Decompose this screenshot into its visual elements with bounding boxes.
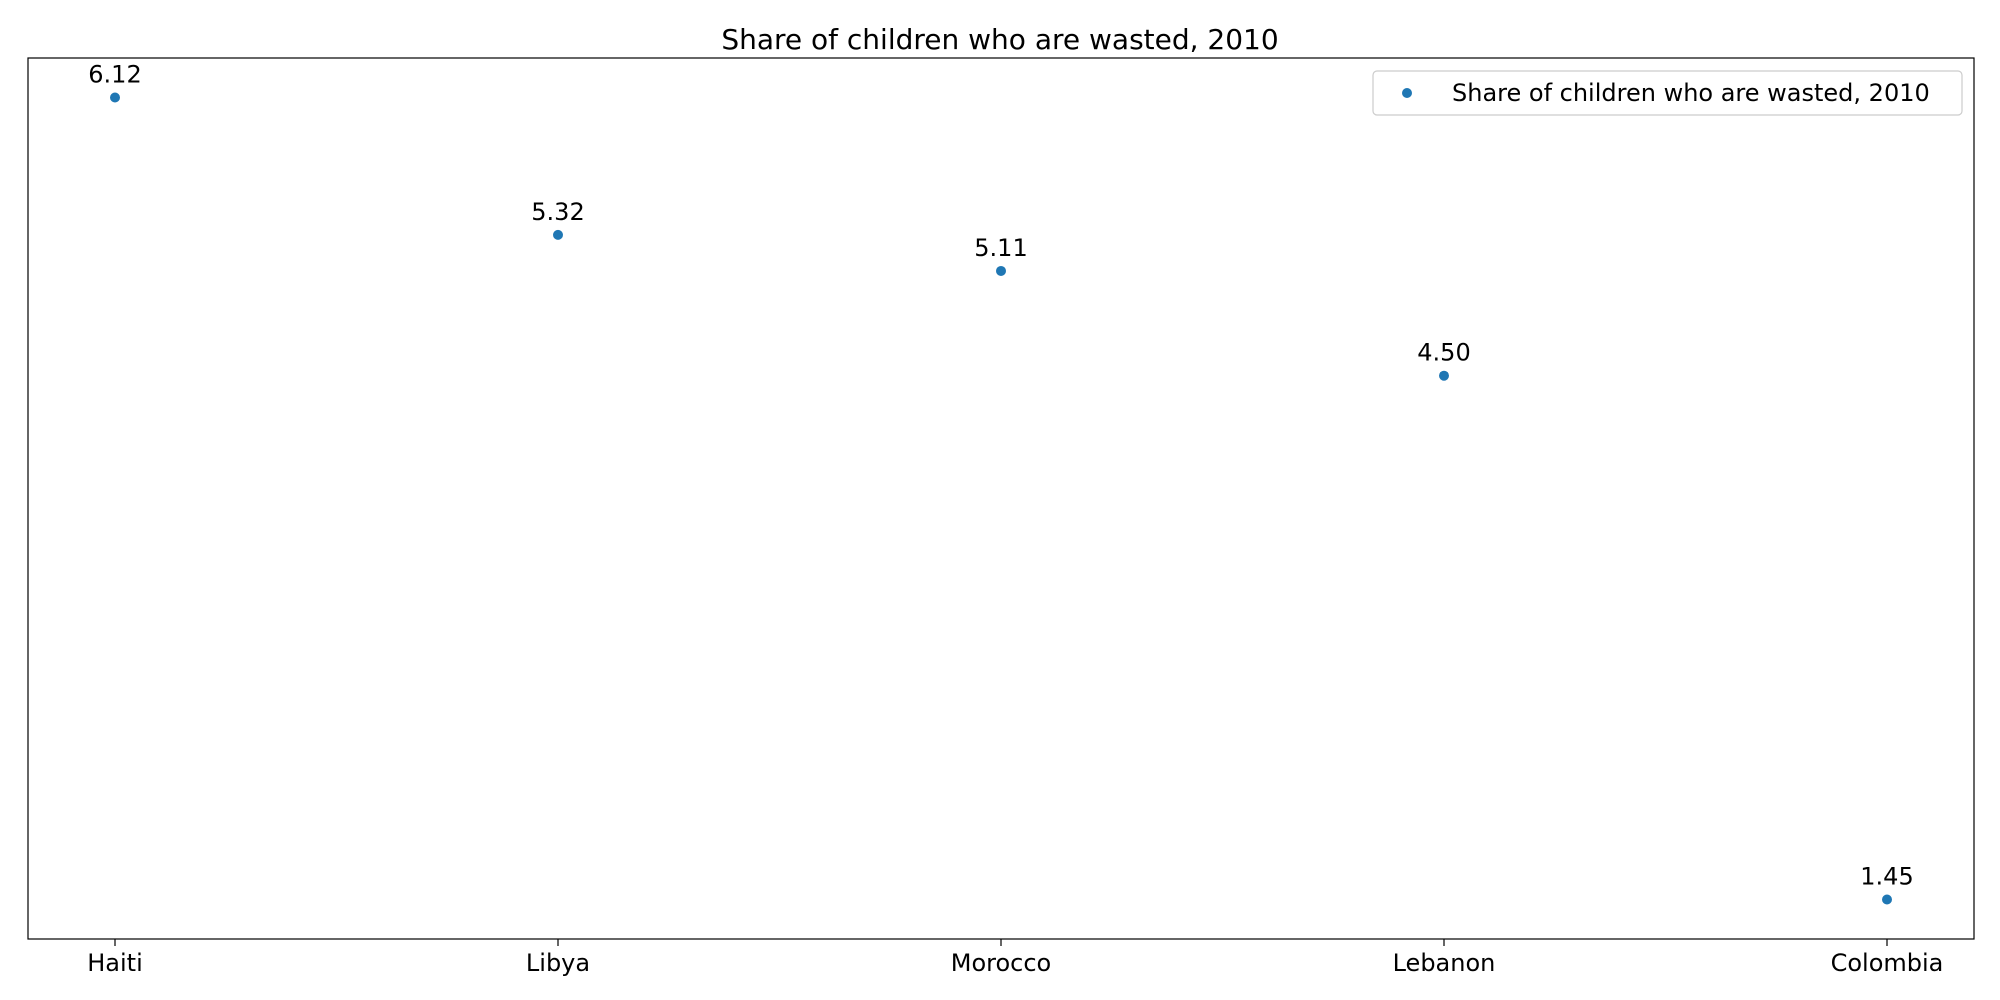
x-axis: Haiti Libya Morocco Lebanon Colombia — [87, 939, 1943, 977]
data-labels: 6.12 5.32 5.11 4.50 1.45 — [88, 60, 1913, 890]
data-point — [110, 92, 120, 103]
legend-box — [1372, 70, 1963, 116]
data-point — [1439, 370, 1449, 381]
legend-label: Share of children who are wasted, 2010 — [1452, 79, 1930, 107]
data-label: 6.12 — [88, 60, 141, 88]
legend: Share of children who are wasted, 2010 — [1372, 70, 1963, 116]
data-point — [1882, 894, 1892, 905]
x-tick-label: Colombia — [1831, 949, 1944, 977]
data-point — [996, 265, 1006, 276]
chart-title: Share of children who are wasted, 2010 — [721, 23, 1278, 56]
x-tick-label: Morocco — [951, 949, 1052, 977]
x-tick-label: Libya — [526, 949, 590, 977]
x-tick-label: Lebanon — [1393, 949, 1496, 977]
data-label: 5.32 — [531, 198, 584, 226]
data-label: 4.50 — [1417, 339, 1470, 367]
data-points — [110, 92, 1892, 905]
data-label: 5.11 — [974, 234, 1027, 262]
x-tick-label: Haiti — [87, 949, 143, 977]
legend-marker — [1402, 88, 1412, 98]
data-label: 1.45 — [1860, 863, 1913, 891]
data-point — [553, 229, 563, 240]
